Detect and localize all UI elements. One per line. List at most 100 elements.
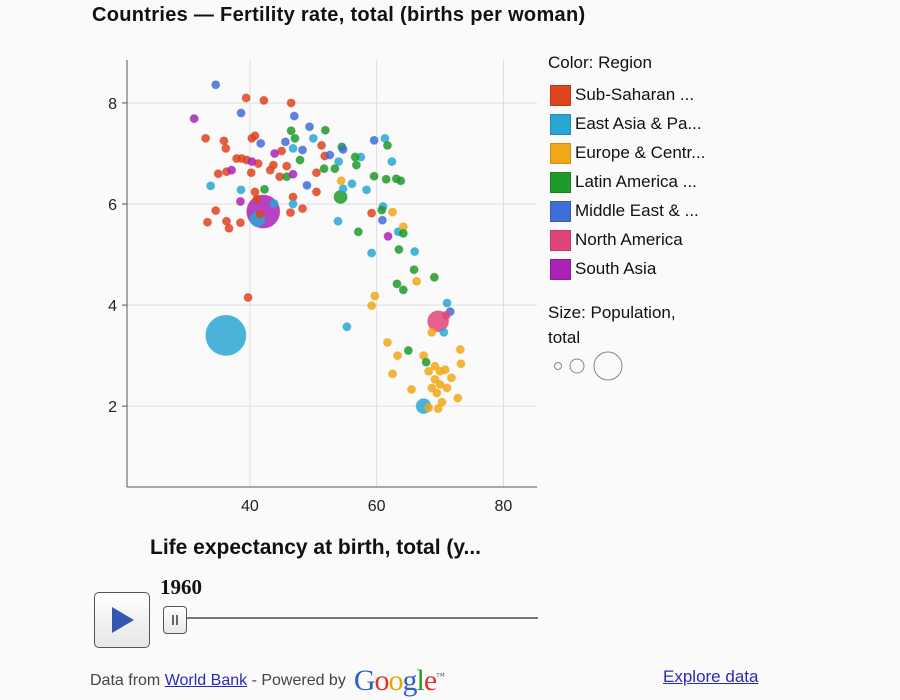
data-point[interactable] [317,140,327,150]
data-point[interactable] [189,114,199,124]
data-point[interactable] [290,133,300,143]
data-point[interactable] [280,137,290,147]
data-point[interactable] [393,351,403,361]
data-point[interactable] [383,231,393,241]
data-point[interactable] [410,247,420,257]
legend-item[interactable]: Sub-Saharan ... [550,84,694,106]
data-point[interactable] [421,357,431,367]
data-point[interactable] [302,180,312,190]
timeline-track[interactable] [186,617,538,619]
data-point[interactable] [351,160,361,170]
data-point[interactable] [247,157,257,167]
data-point[interactable] [429,272,439,282]
data-point[interactable] [369,171,379,181]
data-point[interactable] [353,227,363,237]
data-point[interactable] [433,404,443,414]
legend-item[interactable]: South Asia [550,258,656,280]
data-point[interactable] [259,95,269,105]
data-point[interactable] [435,379,445,389]
timeline-slider-handle[interactable] [163,606,187,634]
data-point[interactable] [424,366,434,376]
play-button[interactable] [94,592,150,648]
data-point[interactable] [453,393,463,403]
data-point[interactable] [286,98,296,108]
data-point[interactable] [403,346,413,356]
data-point[interactable] [250,131,260,141]
data-point[interactable] [219,136,229,146]
data-point[interactable] [424,403,434,413]
legend-item[interactable]: East Asia & Pa... [550,113,702,135]
data-point[interactable] [392,279,402,289]
data-point[interactable] [347,179,357,189]
data-point[interactable] [288,169,298,179]
data-point[interactable] [367,208,377,218]
data-point[interactable] [289,111,299,121]
data-point[interactable] [211,206,221,216]
data-point[interactable] [398,228,408,238]
world-bank-link[interactable]: World Bank [164,672,248,689]
data-point[interactable] [370,291,380,301]
data-point[interactable] [221,143,231,153]
data-point[interactable] [342,322,352,332]
data-point[interactable] [285,208,295,218]
data-point[interactable] [241,93,251,103]
data-point[interactable] [455,345,465,355]
data-point[interactable] [298,204,308,214]
color-legend-title[interactable]: Color: Region [548,53,652,72]
data-point[interactable] [362,185,372,195]
data-point[interactable] [269,199,279,209]
data-point[interactable] [260,184,270,194]
data-point[interactable] [439,327,449,337]
data-point[interactable] [367,248,377,258]
data-point[interactable] [305,122,315,132]
data-point[interactable] [441,310,451,320]
data-point[interactable] [377,205,387,215]
data-point[interactable] [224,223,234,233]
data-point[interactable] [286,126,296,136]
data-point[interactable] [252,194,262,204]
data-point[interactable] [288,143,298,153]
data-point[interactable] [268,160,278,170]
data-point[interactable] [412,276,422,286]
data-point[interactable] [311,168,321,178]
data-point[interactable] [330,164,340,174]
legend-item[interactable]: Europe & Centr... [550,142,705,164]
data-point[interactable] [213,169,223,179]
data-point[interactable] [205,314,247,356]
data-point[interactable] [288,199,298,209]
data-point[interactable] [440,365,450,375]
data-point[interactable] [367,301,377,311]
data-point[interactable] [320,125,330,135]
data-point[interactable] [201,133,211,143]
explore-data-link[interactable]: Explore data [663,667,759,686]
data-point[interactable] [409,265,419,275]
data-point[interactable] [396,176,406,186]
data-point[interactable] [243,293,253,303]
data-point[interactable] [338,184,348,194]
data-point[interactable] [388,369,398,379]
data-point[interactable] [350,152,360,162]
data-point[interactable] [295,155,305,165]
data-point[interactable] [381,174,391,184]
data-point[interactable] [308,133,318,143]
data-point[interactable] [325,150,335,160]
data-point[interactable] [202,217,212,227]
data-point[interactable] [456,359,466,369]
data-point[interactable] [442,383,452,393]
data-point[interactable] [246,168,256,178]
data-point[interactable] [334,157,344,167]
data-point[interactable] [427,327,437,337]
data-point[interactable] [311,187,321,197]
data-point[interactable] [206,181,216,191]
data-point[interactable] [235,196,245,206]
data-point[interactable] [256,138,266,148]
data-point[interactable] [235,218,245,228]
data-point[interactable] [382,337,392,347]
data-point[interactable] [442,298,452,308]
data-point[interactable] [236,108,246,118]
data-point[interactable] [270,148,280,158]
data-point[interactable] [338,144,348,154]
data-point[interactable] [282,161,292,171]
legend-item[interactable]: Latin America ... [550,171,697,193]
data-point[interactable] [437,397,447,407]
